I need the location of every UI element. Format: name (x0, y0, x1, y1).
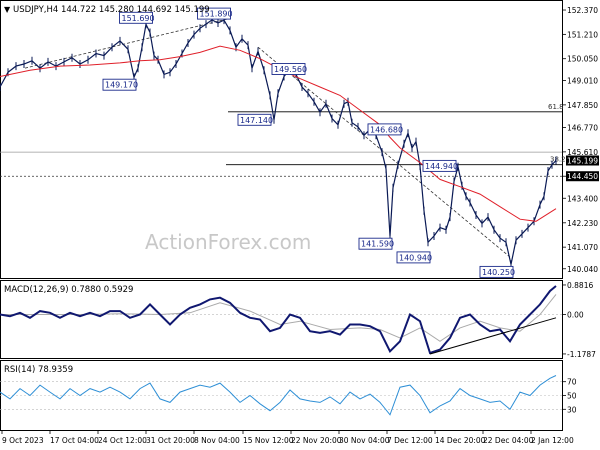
price-annotation-box (367, 123, 402, 136)
x-axis-label: 14 Dec 20:00 (435, 436, 486, 445)
price-annotation-label: 151.690 (122, 14, 155, 23)
price-axis-label: 150.050 (567, 55, 598, 64)
rsi-axis-label: 30 (567, 405, 577, 414)
price-axis-label: 147.850 (567, 101, 598, 110)
price-annotation-label: 151.890 (200, 10, 233, 19)
price-annotation-label: 140.940 (399, 253, 432, 262)
axis-layer: 152.370 151.210 150.050 149.010 147.850 146.7… (1, 6, 599, 445)
price-annotation-box (271, 63, 306, 75)
rsi-title: RSI(14) 78.9359 (4, 365, 73, 375)
price-annotation-box (396, 251, 431, 264)
price-axis-label: 146.770 (567, 124, 598, 133)
price-annotation-label: 144.940 (425, 162, 458, 171)
price-annotation-label: 149.170 (105, 81, 138, 90)
price-axis-label: 143.400 (567, 194, 598, 203)
price-axis-label: 149.010 (567, 77, 598, 86)
x-axis-label: 22 Dec 04:00 (483, 436, 534, 445)
marked-level-box (566, 171, 599, 182)
price-panel-frame (0, 0, 563, 279)
price-axis-label: 140.040 (567, 265, 598, 274)
last-price-label: 145.199 (567, 157, 598, 166)
price-annotation-box (422, 159, 457, 172)
chart-arrow-icon: ▼ (4, 5, 11, 14)
price-axis-label: 141.070 (567, 243, 598, 252)
x-axis-label: 24 Oct 12:00 (98, 436, 147, 445)
price-annotation-box (237, 113, 272, 126)
x-axis-label: 31 Oct 20:00 (146, 436, 195, 445)
rsi-axis-label: 50 (567, 392, 577, 401)
macd-line (0, 285, 557, 355)
rsi-layer (0, 375, 562, 416)
watermark: ActionForex.com (145, 230, 311, 254)
x-axis-label: 15 Nov 12:00 (243, 436, 294, 445)
x-axis-label: 9 Oct 2023 (2, 436, 44, 445)
x-axis-label: 17 Oct 04:00 (50, 436, 99, 445)
last-price-box (566, 155, 599, 166)
price-title-group: ▼ USDJPY,H4 144.722 145.280 144.692 145.… (4, 5, 210, 15)
price-annotation-box (197, 7, 231, 20)
price-annotation-label: 146.680 (370, 125, 403, 134)
price-annotation-label: 140.250 (482, 268, 515, 277)
rsi-line (0, 375, 557, 416)
x-axis-label: 8 Nov 04:00 (194, 436, 240, 445)
price-chart-title: USDJPY,H4 144.722 145.280 144.692 145.19… (13, 5, 210, 15)
macd-layer (0, 285, 562, 355)
price-layer: 61.8 38.2 151.690 151.890 149.170 149.560 147.… (0, 7, 566, 278)
price-annotation-label: 141.590 (361, 240, 394, 249)
macd-panel-frame (0, 280, 563, 359)
price-axis-label: 151.210 (567, 30, 598, 39)
price-annotation-label: 149.560 (274, 65, 307, 74)
moving-average-line (0, 45, 557, 222)
price-annotation-box (358, 237, 393, 250)
x-axis-label: 30 Nov 04:00 (339, 436, 390, 445)
macd-axis-label: 0.00 (567, 310, 584, 319)
price-axis-label: 142.230 (567, 219, 598, 228)
macd-title: MACD(12,26,9) 0.7880 0.5929 (4, 285, 133, 295)
price-annotation-box (479, 265, 514, 278)
price-annotation-box (102, 78, 137, 91)
fib-61-label: 61.8 (548, 103, 564, 111)
price-annotation-label: 147.140 (240, 116, 273, 125)
rsi-axis-label: 70 (567, 378, 577, 387)
macd-axis-label: -1.1787 (567, 350, 596, 359)
marked-level-label: 144.450 (567, 172, 598, 181)
macd-trendline (429, 317, 557, 355)
x-axis-label: 22 Nov 20:00 (291, 436, 342, 445)
price-axis-label: 152.370 (567, 6, 598, 15)
x-axis-label: 2 Jan 12:00 (531, 436, 574, 445)
x-axis-label: 7 Dec 12:00 (387, 436, 433, 445)
price-annotation-box (119, 11, 153, 24)
price-axis-label: 145.610 (567, 148, 598, 157)
fib-38-label: 38.2 (550, 156, 566, 164)
macd-axis-label: 0.8816 (567, 281, 593, 290)
